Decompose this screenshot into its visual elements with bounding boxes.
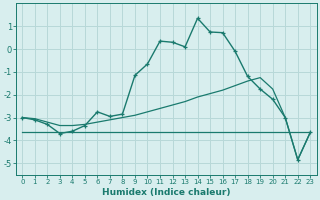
X-axis label: Humidex (Indice chaleur): Humidex (Indice chaleur) — [102, 188, 230, 197]
